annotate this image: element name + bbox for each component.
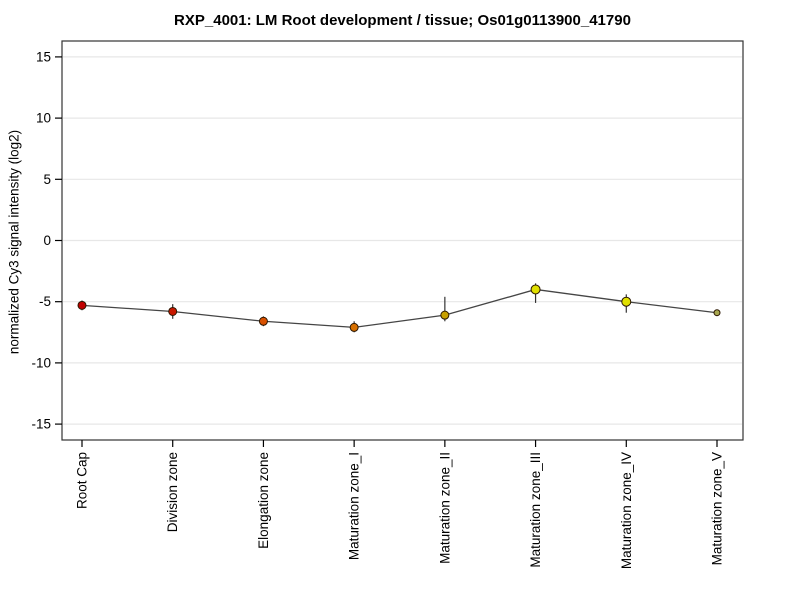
- data-point: [77, 300, 87, 310]
- x-tick-label: Elongation zone: [256, 452, 271, 549]
- data-point: [349, 322, 359, 332]
- y-tick-label: -15: [31, 417, 51, 432]
- y-tick-label: -5: [39, 294, 51, 309]
- x-tick-label: Maturation zone_II: [437, 452, 452, 564]
- x-tick-label: Maturation zone_IV: [619, 452, 634, 569]
- y-tick-label: 10: [36, 111, 51, 126]
- series-line: [81, 288, 718, 329]
- x-tick-label: Root Cap: [75, 452, 90, 509]
- chart-title: RXP_4001: LM Root development / tissue; …: [174, 12, 631, 29]
- x-tick-label: Maturation zone_V: [710, 452, 725, 565]
- y-axis-label: normalized Cy3 signal intensity (log2): [6, 129, 22, 355]
- y-tick-label: 15: [36, 49, 51, 64]
- data-point: [440, 310, 450, 320]
- x-tick-label: Maturation zone_I: [347, 452, 362, 560]
- data-point: [168, 306, 178, 316]
- data-point: [713, 309, 721, 317]
- y-tick-label: 5: [43, 172, 51, 187]
- data-point: [258, 316, 268, 326]
- y-tick-label: -10: [31, 355, 51, 370]
- x-tick-label: Division zone: [165, 452, 180, 532]
- y-tick-label: 0: [43, 233, 51, 248]
- x-tick-label: Maturation zone_III: [528, 452, 543, 568]
- data-point: [621, 296, 632, 307]
- data-point: [530, 284, 541, 295]
